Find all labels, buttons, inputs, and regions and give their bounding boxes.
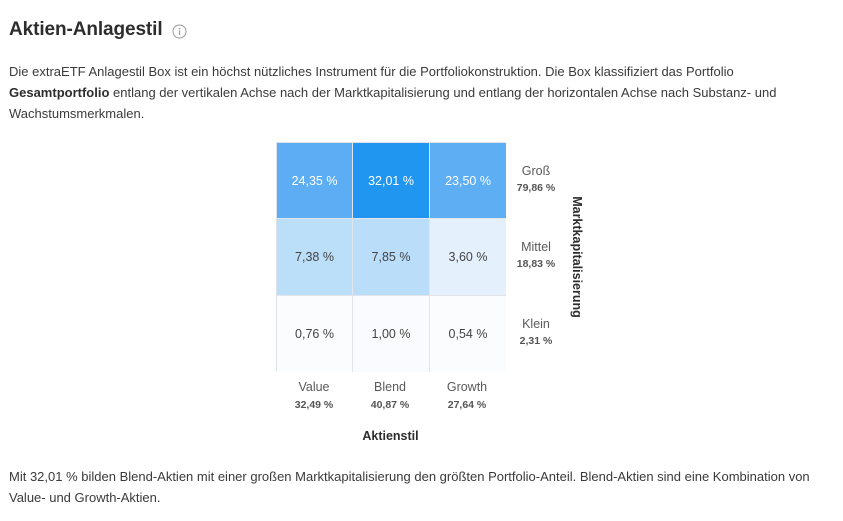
row-percentage: 18,83 % [516,258,556,270]
column-name: Growth [446,380,488,394]
column-percentage: 27,64 % [447,399,487,411]
x-axis-title: Aktienstil [362,429,419,443]
y-axis-title: Marktkapitalisierung [570,196,584,318]
column-label-growth: Growth 27,64 % [429,380,505,411]
cell-large-growth: 23,50 % [430,143,506,219]
intro-part-2: entlang der vertikalen Achse nach der Ma… [9,85,777,121]
cell-large-value: 24,35 % [277,143,353,219]
column-percentage: 40,87 % [370,399,410,411]
intro-text: Die extraETF Anlagestil Box ist ein höch… [9,61,829,124]
column-percentage: 32,49 % [294,399,334,411]
row-label-small: Klein 2,31 % [510,317,562,347]
cell-small-growth: 0,54 % [430,296,506,372]
cell-mid-value: 7,38 % [277,219,353,296]
cell-small-blend: 1,00 % [353,296,430,372]
portfolio-name: Gesamtportfolio [9,85,110,100]
column-name: Value [298,380,330,394]
summary-text: Mit 32,01 % bilden Blend-Aktien mit eine… [9,469,810,505]
column-label-value: Value 32,49 % [276,380,352,411]
info-circle-icon[interactable] [172,24,187,39]
row-name: Klein [522,317,550,331]
row-label-large: Groß 79,86 % [510,164,562,194]
row-name: Groß [521,164,551,178]
cell-mid-growth: 3,60 % [430,219,506,296]
section-title: Aktien-Anlagestil [9,19,163,40]
column-name: Blend [374,380,406,394]
cell-mid-blend: 7,85 % [353,219,430,296]
intro-part-1: Die extraETF Anlagestil Box ist ein höch… [9,64,734,79]
style-box-grid: 24,35 % 32,01 % 23,50 % 7,38 % 7,85 % 3,… [276,142,506,372]
row-name: Mittel [521,240,551,254]
cell-large-blend: 32,01 % [353,143,430,219]
section-header: Aktien-Anlagestil [9,19,187,41]
row-percentage: 2,31 % [519,335,553,347]
row-percentage: 79,86 % [516,182,556,194]
column-label-blend: Blend 40,87 % [352,380,428,411]
row-label-mid: Mittel 18,83 % [510,240,562,270]
cell-small-value: 0,76 % [277,296,353,372]
